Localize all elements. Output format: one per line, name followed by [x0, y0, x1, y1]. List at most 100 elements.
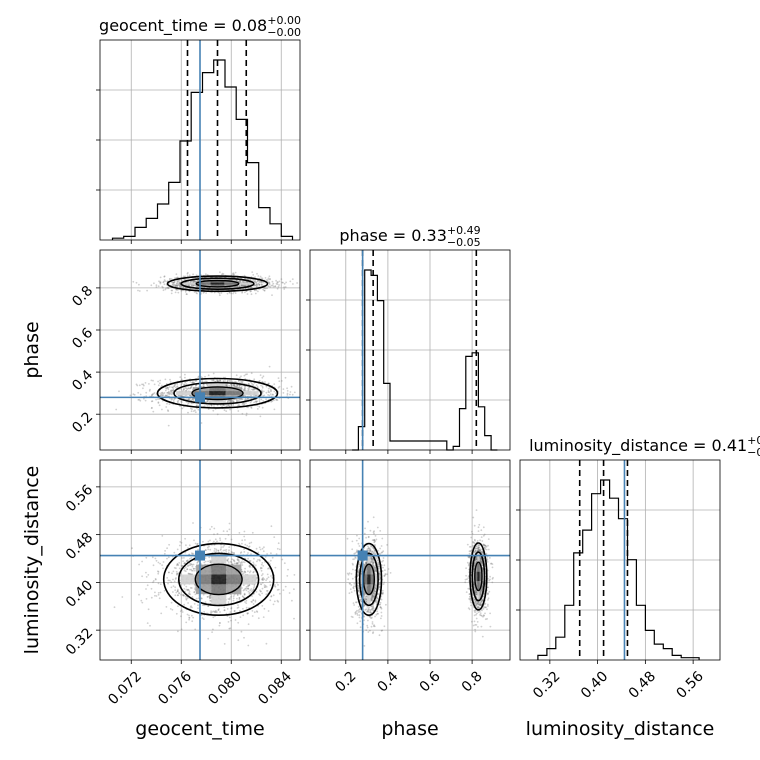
sample-point: [246, 398, 249, 401]
sample-point: [182, 560, 185, 563]
sample-point: [374, 591, 377, 593]
sample-point: [194, 586, 197, 589]
sample-point: [192, 284, 195, 287]
sample-point: [244, 587, 247, 590]
sample-point: [359, 620, 362, 623]
sample-point: [209, 597, 211, 600]
sample-point: [170, 601, 173, 604]
sample-point: [355, 611, 357, 613]
sample-point: [234, 271, 237, 274]
sample-point: [233, 559, 235, 562]
sample-point: [215, 611, 218, 614]
sample-point: [259, 559, 261, 562]
sample-point: [259, 594, 261, 597]
sample-point: [249, 279, 252, 281]
sample-point: [240, 551, 243, 553]
sample-point: [189, 568, 191, 571]
sample-point: [276, 283, 279, 285]
sample-point: [263, 584, 266, 586]
sample-point: [175, 386, 177, 389]
sample-point: [186, 293, 188, 296]
sample-point: [192, 284, 195, 287]
sample-point: [280, 278, 283, 280]
sample-point: [163, 275, 166, 278]
sample-point: [233, 560, 236, 563]
sample-point: [193, 291, 196, 293]
sample-point: [164, 280, 167, 282]
sample-point: [230, 595, 232, 598]
sample-point: [236, 384, 239, 386]
sample-point: [178, 284, 181, 287]
sample-point: [187, 572, 190, 575]
sample-point: [191, 614, 193, 617]
sample-point: [167, 287, 169, 290]
sample-point: [256, 576, 259, 579]
sample-point: [171, 386, 173, 388]
sample-point: [176, 590, 179, 593]
density-cell: [242, 391, 259, 396]
sample-point: [359, 608, 361, 610]
sample-point: [248, 584, 251, 587]
sample-point: [371, 593, 374, 596]
sample-point: [380, 629, 383, 632]
density-cell: [226, 564, 242, 575]
sample-point: [245, 414, 248, 417]
sample-point: [216, 611, 218, 613]
sample-point: [242, 595, 244, 598]
sample-point: [225, 384, 228, 387]
sample-point: [230, 385, 233, 387]
sample-point: [247, 623, 250, 626]
sample-point: [213, 550, 216, 552]
sample-point: [202, 292, 205, 294]
sample-point: [224, 380, 227, 382]
sample-point: [150, 596, 153, 599]
sample-point: [236, 384, 239, 387]
sample-point: [243, 588, 246, 591]
sample-point: [154, 594, 156, 597]
density-cell: [211, 574, 227, 585]
sample-point: [241, 291, 244, 294]
sample-point: [169, 278, 171, 280]
sample-point: [150, 407, 153, 409]
sample-point: [375, 599, 378, 601]
sample-point: [158, 280, 160, 283]
sample-point: [355, 539, 358, 542]
sample-point: [237, 380, 240, 382]
sample-point: [219, 379, 222, 382]
sample-point: [255, 285, 258, 288]
sample-point: [286, 392, 289, 395]
sample-point: [169, 608, 172, 610]
sample-point: [223, 544, 226, 547]
sample-point: [239, 376, 241, 379]
sample-point: [241, 542, 243, 545]
sample-point: [259, 567, 262, 570]
sample-point: [188, 564, 191, 567]
sample-point: [226, 292, 229, 295]
sample-point: [165, 387, 168, 390]
sample-point: [249, 565, 252, 567]
sample-point: [219, 379, 222, 382]
sample-point: [372, 605, 374, 608]
sample-point: [276, 547, 279, 550]
sample-point: [371, 597, 373, 600]
sample-point: [267, 285, 270, 288]
sample-point: [163, 392, 166, 394]
sample-point: [272, 282, 275, 285]
sample-point: [237, 404, 239, 407]
sample-point: [278, 548, 281, 551]
sample-point: [289, 391, 292, 393]
sample-point: [372, 561, 375, 564]
sample-point: [192, 280, 195, 283]
sample-point: [170, 581, 173, 584]
sample-point: [262, 550, 265, 553]
sample-point: [273, 600, 276, 603]
sample-point: [267, 387, 270, 390]
sample-point: [271, 294, 273, 296]
sample-point: [275, 398, 277, 401]
sample-point: [242, 572, 245, 574]
sample-point: [233, 594, 236, 596]
sample-point: [178, 544, 181, 547]
sample-point: [372, 606, 375, 609]
sample-point: [261, 587, 264, 590]
sample-point: [352, 585, 355, 588]
